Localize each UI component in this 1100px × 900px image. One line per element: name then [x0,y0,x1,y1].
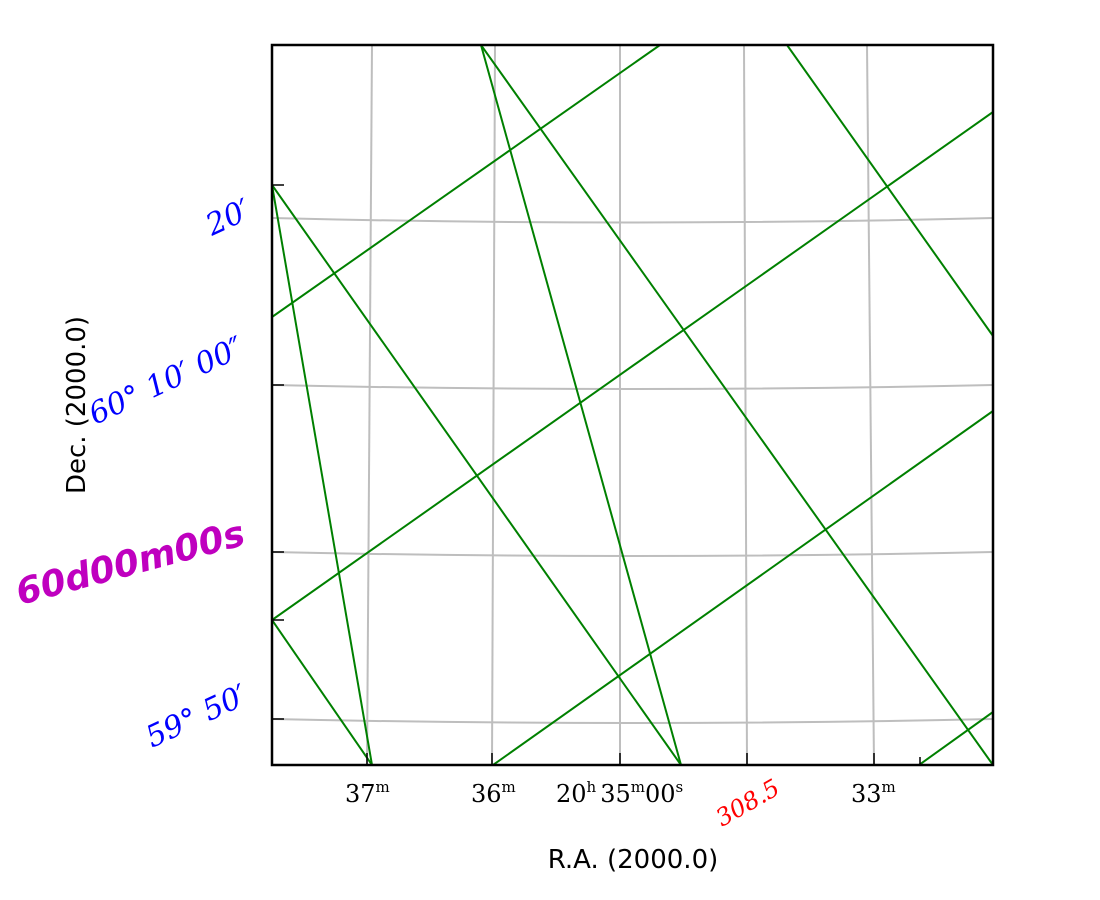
x-tick-label: 20h 35m00s [556,778,683,808]
ra-gridline [743,45,748,765]
x-axis-label: R.A. (2000.0) [548,845,719,875]
gray-coordinate-grid [272,45,993,765]
ra-gridline [366,45,373,765]
y-tick-label: 59° 50′ [141,678,254,755]
dec-gridline [272,384,993,390]
overlay-gridline [272,184,682,765]
ra-gridline [866,45,875,765]
y-tick-label: 20′ [200,192,257,243]
overlay-gridline [492,410,993,765]
axes-frame [270,43,995,767]
overlay-gridline [480,45,993,765]
y-tick-label: 60° 10′ 00″ [84,330,251,432]
axis-ticks [272,184,921,765]
overlay-gridline [272,184,373,765]
dec-gridline [272,718,993,724]
green-overlay-grid [272,45,993,765]
dec-gridline [272,551,993,557]
x-tick-label: 33m [851,778,896,808]
x-tick-label: 36m [471,778,516,808]
overlay-gridline [480,45,682,765]
dec-gridline [272,217,993,224]
ra-annotation-label: 308.5 [711,774,785,833]
plot-area [272,45,993,765]
overlay-gridline [272,619,373,765]
x-tick-label: 37m [345,778,390,808]
ra-gridline [491,45,496,765]
dec-annotation-label: 60d00m00s [12,513,250,613]
y-axis-label: Dec. (2000.0) [62,316,92,494]
overlay-gridline [786,45,993,337]
overlay-gridline [272,45,661,318]
overlay-gridline [272,111,993,621]
overlay-gridline [918,711,993,765]
